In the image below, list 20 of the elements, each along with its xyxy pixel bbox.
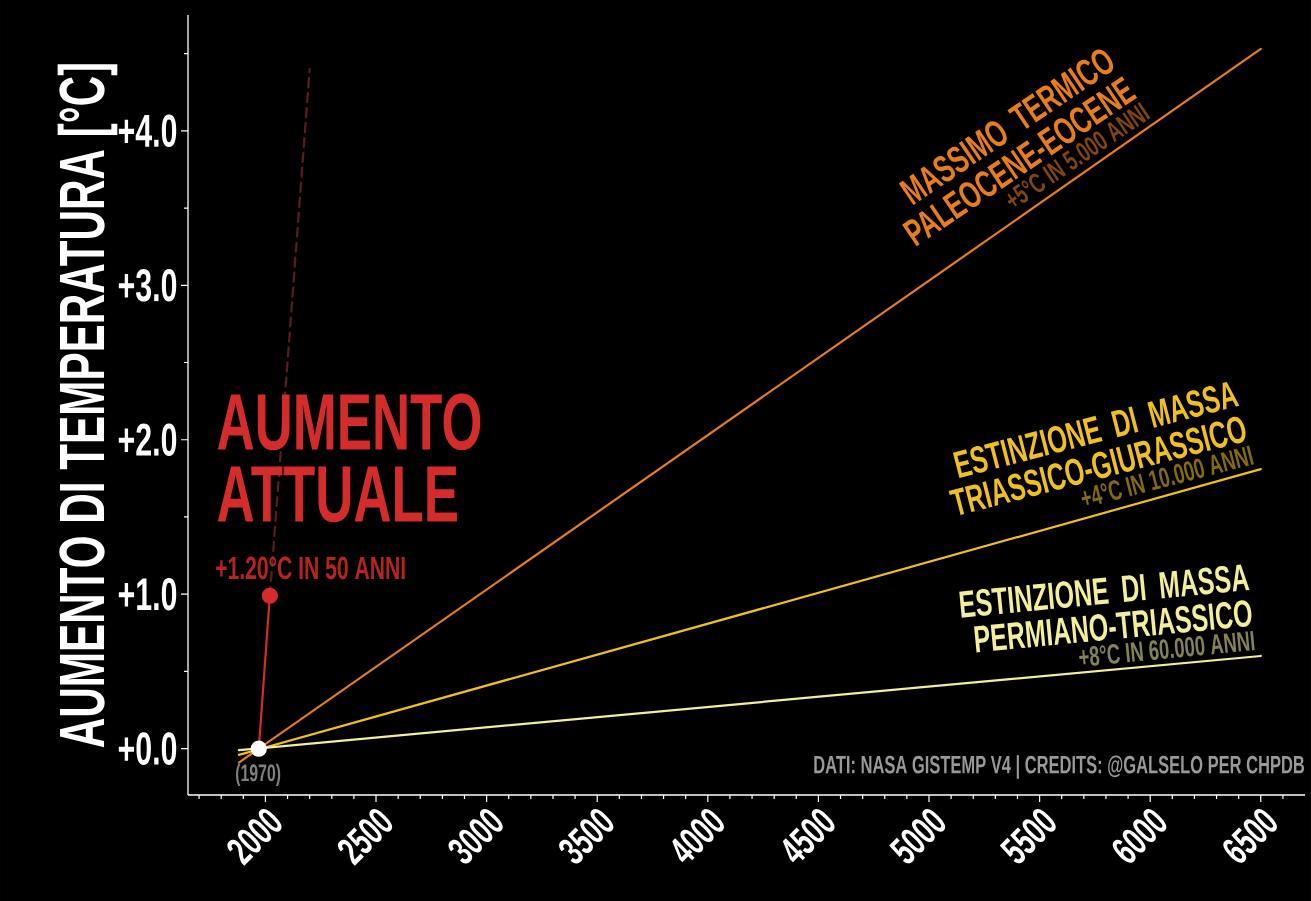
annotation: +1.20°C IN 50 ANNI — [216, 556, 405, 580]
y-tick-label: +0.0 — [118, 732, 177, 765]
x-tick-label: 2500 — [337, 808, 393, 866]
x-tick-label: 2000 — [227, 808, 282, 866]
y-axis-title: AUMENTO DI TEMPERATURA [°C] — [57, 64, 118, 748]
annotation: DATI: NASA GISTEMP V4 | CREDITS: @GALSELO PER CHPDB — [814, 755, 1305, 779]
annotation: AUMENTO ATTUALE — [217, 393, 481, 523]
y-tick-label: +3.0 — [118, 268, 177, 302]
x-tick-label: 4000 — [672, 808, 724, 863]
x-tick-label: 3000 — [448, 808, 503, 864]
annotation: (1970) — [236, 763, 281, 787]
y-tick-label: +4.0 — [118, 114, 177, 148]
x-tick-label: 3500 — [559, 808, 614, 864]
x-tick-label: 4500 — [782, 808, 835, 863]
x-tick-label: 6500 — [1223, 808, 1277, 863]
x-tick-label: 5500 — [999, 808, 1056, 864]
y-tick-label: +1.0 — [118, 577, 177, 611]
y-tick-label: +2.0 — [118, 423, 177, 457]
x-tick-label: 5000 — [889, 808, 946, 864]
x-tick-label: 6000 — [1112, 808, 1167, 863]
